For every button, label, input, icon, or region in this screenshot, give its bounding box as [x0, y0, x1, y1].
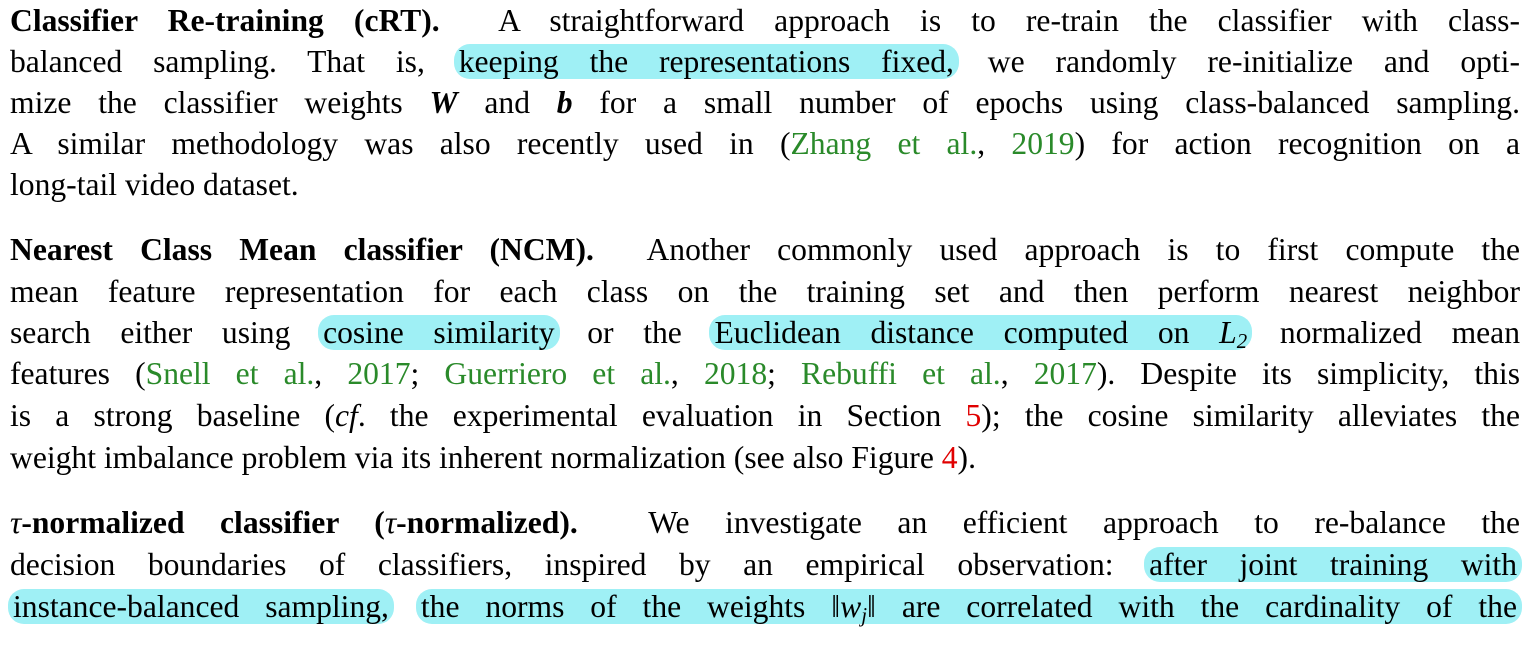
para2-text: ). — [957, 440, 976, 475]
para3-line3: instance-balanced sampling, the norms of… — [8, 586, 1522, 628]
para3-text: decision boundaries of classifiers, insp… — [10, 547, 1114, 582]
highlight-annotation[interactable]: keeping the representations fixed, — [453, 44, 959, 79]
citation-year-link[interactable]: 2017 — [347, 356, 411, 391]
para2-text: . the experimental evaluation in Section — [357, 398, 942, 433]
para2-line5: is a strong baseline (cf. the experiment… — [10, 395, 1520, 437]
para2-line2: mean feature representation for each cla… — [10, 271, 1520, 313]
para2-text: normalized mean — [1279, 315, 1521, 350]
para3-text: We investigate an efficient approach to … — [648, 505, 1520, 540]
citation-link[interactable]: Rebuffi et al. — [801, 356, 1001, 391]
math-L2: L2 — [1219, 315, 1248, 354]
math-tau: τ — [10, 505, 22, 540]
para1-text: long-tail video dataset. — [10, 167, 299, 202]
para2-text: search either using — [10, 315, 291, 350]
para2-text: weight imbalance problem via its inheren… — [10, 440, 934, 475]
para2-line1: Nearest Class Mean classifier (NCM). Ano… — [10, 229, 1520, 271]
para2-text: features ( — [10, 356, 146, 391]
para3-line1: τ-normalized classifier (τ-normalized). … — [10, 502, 1520, 544]
math-weight-W: W — [429, 85, 458, 120]
citation-year-link[interactable]: 2017 — [1033, 356, 1097, 391]
para1-text: and — [484, 85, 530, 120]
para3-line2: decision boundaries of classifiers, insp… — [10, 544, 1522, 586]
citation-link[interactable]: Snell et al. — [145, 356, 315, 391]
highlight-annotation[interactable]: cosine similarity — [318, 315, 560, 350]
highlight-annotation[interactable]: the norms of the weights ‖wj‖ are correl… — [415, 589, 1522, 628]
para1-text: A straightforward approach is to re-trai… — [498, 3, 1520, 38]
para2-heading: Nearest Class Mean classifier (NCM). — [10, 232, 594, 267]
para2-line6: weight imbalance problem via its inheren… — [10, 437, 1520, 479]
para3-heading: τ-normalized classifier (τ-normalized). — [10, 505, 578, 540]
figure-ref-link[interactable]: 4 — [941, 440, 958, 475]
para2-text: ); the cosine similarity alleviates the — [981, 398, 1520, 433]
math-weight-norm: ‖wj‖ — [831, 589, 876, 628]
para1-line3: mize the classifier weights W and b for … — [10, 82, 1520, 124]
citation-link[interactable]: Guerriero et al. — [444, 356, 671, 391]
para1-line4: A similar methodology was also recently … — [10, 126, 1520, 161]
para1-text: balanced sampling. That is, — [10, 44, 425, 79]
math-bias-b: b — [556, 85, 573, 120]
para1-text: for a small number of epochs using class… — [599, 85, 1520, 120]
para1-line2: balanced sampling. That is, keeping the … — [10, 41, 1520, 83]
para1-line5: long-tail video dataset. — [10, 164, 1520, 206]
para1-text: mize the classifier weights — [10, 85, 403, 120]
highlight-annotation[interactable]: after joint training with — [1144, 547, 1522, 582]
para1-text: we randomly re-initialize and opti- — [987, 44, 1520, 79]
para2-text: Another commonly used approach is to fir… — [646, 232, 1521, 267]
para1-line1: Classifier Re-training (cRT). A straight… — [10, 0, 1520, 42]
para2-text: or the — [587, 315, 682, 350]
highlight-annotation[interactable]: instance-balanced sampling, — [8, 589, 394, 624]
para2-line4: features (Snell et al., 2017; Guerriero … — [10, 356, 1520, 391]
citation-year-link[interactable]: 2019 — [1011, 126, 1075, 161]
citation-link[interactable]: Zhang et al. — [790, 126, 978, 161]
para2-text: ). Despite its simplicity, this — [1096, 356, 1520, 391]
para2-text: is a strong baseline ( — [10, 398, 335, 433]
para2-line3: search either using cosine similarity or… — [10, 312, 1520, 354]
cf-italic: cf — [335, 398, 358, 433]
para1-text: ) for action recognition on a — [1074, 126, 1520, 161]
math-tau: τ — [384, 505, 397, 540]
section-ref-link[interactable]: 5 — [965, 398, 982, 433]
highlight-annotation[interactable]: Euclidean distance computed on L2 — [709, 315, 1253, 354]
para2-text: mean feature representation for each cla… — [10, 274, 1520, 309]
citation-year-link[interactable]: 2018 — [703, 356, 768, 391]
para1-text: A similar methodology was also recently … — [10, 126, 791, 161]
para1-heading: Classifier Re-training (cRT). — [10, 3, 440, 38]
